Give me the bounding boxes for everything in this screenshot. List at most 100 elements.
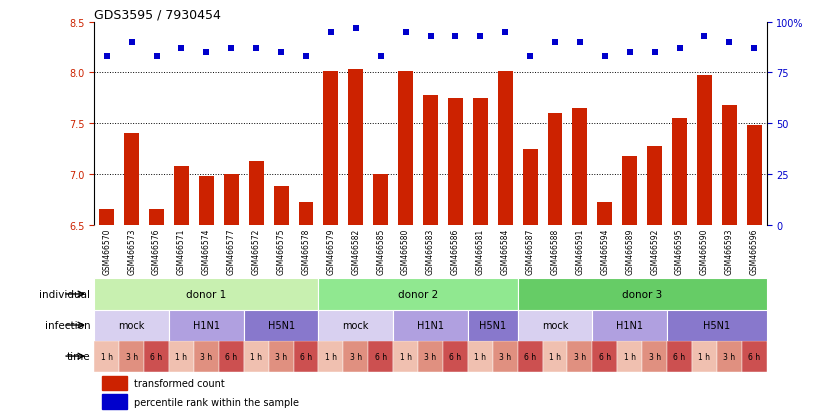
Bar	[517, 310, 591, 341]
Text: GSM466594: GSM466594	[600, 228, 609, 274]
Text: 6 h: 6 h	[523, 352, 536, 361]
Text: GSM466575: GSM466575	[276, 228, 285, 274]
Bar	[243, 341, 269, 372]
Text: 6 h: 6 h	[598, 352, 610, 361]
Bar	[199, 176, 214, 225]
Bar	[169, 310, 243, 341]
Bar	[497, 72, 512, 225]
Text: donor 2: donor 2	[397, 289, 437, 299]
Text: GDS3595 / 7930454: GDS3595 / 7930454	[94, 9, 221, 21]
Point	[473, 33, 486, 40]
Text: H1N1: H1N1	[192, 320, 219, 330]
Text: GSM466577: GSM466577	[227, 228, 236, 274]
Text: GSM466593: GSM466593	[724, 228, 733, 274]
Bar	[667, 341, 691, 372]
Bar	[442, 341, 468, 372]
Point	[598, 54, 611, 60]
Text: GSM466578: GSM466578	[301, 228, 310, 274]
Text: 3 h: 3 h	[722, 352, 735, 361]
Bar	[591, 341, 617, 372]
Text: 6 h: 6 h	[151, 352, 162, 361]
Bar	[243, 310, 318, 341]
Text: H5N1: H5N1	[267, 320, 294, 330]
Text: 3 h: 3 h	[200, 352, 212, 361]
Bar	[293, 341, 318, 372]
Text: GSM466595: GSM466595	[674, 228, 683, 274]
Bar	[373, 174, 387, 225]
Text: H5N1: H5N1	[478, 320, 505, 330]
Text: GSM466584: GSM466584	[500, 228, 509, 274]
Text: H1N1: H1N1	[615, 320, 642, 330]
Text: GSM466590: GSM466590	[699, 228, 708, 274]
Text: transformed count: transformed count	[134, 378, 224, 388]
Text: 1 h: 1 h	[101, 352, 113, 361]
Text: GSM466592: GSM466592	[649, 228, 658, 274]
Bar	[741, 341, 766, 372]
Point	[647, 50, 660, 57]
Bar	[348, 70, 363, 225]
Bar	[99, 210, 114, 225]
Text: GSM466571: GSM466571	[177, 228, 186, 274]
Point	[100, 54, 113, 60]
Text: 3 h: 3 h	[648, 352, 660, 361]
Bar	[572, 109, 586, 225]
Text: individual: individual	[39, 289, 90, 299]
Bar	[672, 119, 686, 225]
Text: 6 h: 6 h	[672, 352, 685, 361]
Text: H1N1: H1N1	[417, 320, 443, 330]
Text: GSM466574: GSM466574	[201, 228, 210, 274]
Bar	[193, 341, 219, 372]
Bar	[102, 376, 126, 390]
Bar	[418, 341, 442, 372]
Bar	[447, 99, 462, 225]
Bar	[622, 156, 636, 225]
Text: GSM466589: GSM466589	[624, 228, 633, 274]
Bar	[646, 146, 661, 225]
Text: 3 h: 3 h	[573, 352, 586, 361]
Point	[150, 54, 163, 60]
Text: 3 h: 3 h	[125, 352, 138, 361]
Bar	[94, 310, 169, 341]
Point	[125, 40, 138, 46]
Bar	[269, 341, 293, 372]
Bar	[298, 203, 313, 225]
Bar	[522, 149, 537, 225]
Text: GSM466591: GSM466591	[575, 228, 584, 274]
Bar	[423, 95, 437, 225]
Text: infection: infection	[44, 320, 90, 330]
Text: 1 h: 1 h	[399, 352, 411, 361]
Point	[249, 46, 262, 52]
Point	[523, 54, 536, 60]
Text: GSM466580: GSM466580	[400, 228, 410, 274]
Text: mock: mock	[342, 320, 369, 330]
Bar	[392, 310, 468, 341]
Point	[174, 46, 188, 52]
Text: GSM466585: GSM466585	[376, 228, 385, 274]
Text: donor 1: donor 1	[186, 289, 226, 299]
Bar	[547, 114, 562, 225]
Text: H5N1: H5N1	[703, 320, 730, 330]
Text: 1 h: 1 h	[698, 352, 709, 361]
Text: GSM466588: GSM466588	[550, 228, 559, 274]
Bar	[596, 203, 612, 225]
Point	[498, 29, 511, 36]
Bar	[248, 161, 264, 225]
Point	[548, 40, 561, 46]
Bar	[149, 210, 164, 225]
Bar	[224, 174, 238, 225]
Bar	[144, 341, 169, 372]
Bar	[691, 341, 716, 372]
Point	[747, 46, 760, 52]
Point	[274, 50, 287, 57]
Text: time: time	[66, 351, 90, 361]
Text: 6 h: 6 h	[374, 352, 387, 361]
Text: GSM466587: GSM466587	[525, 228, 534, 274]
Point	[349, 26, 362, 32]
Text: GSM466572: GSM466572	[251, 228, 260, 274]
Bar	[368, 341, 392, 372]
Point	[373, 54, 387, 60]
Text: GSM466573: GSM466573	[127, 228, 136, 274]
Text: GSM466583: GSM466583	[426, 228, 434, 274]
Point	[672, 46, 686, 52]
Bar	[343, 341, 368, 372]
